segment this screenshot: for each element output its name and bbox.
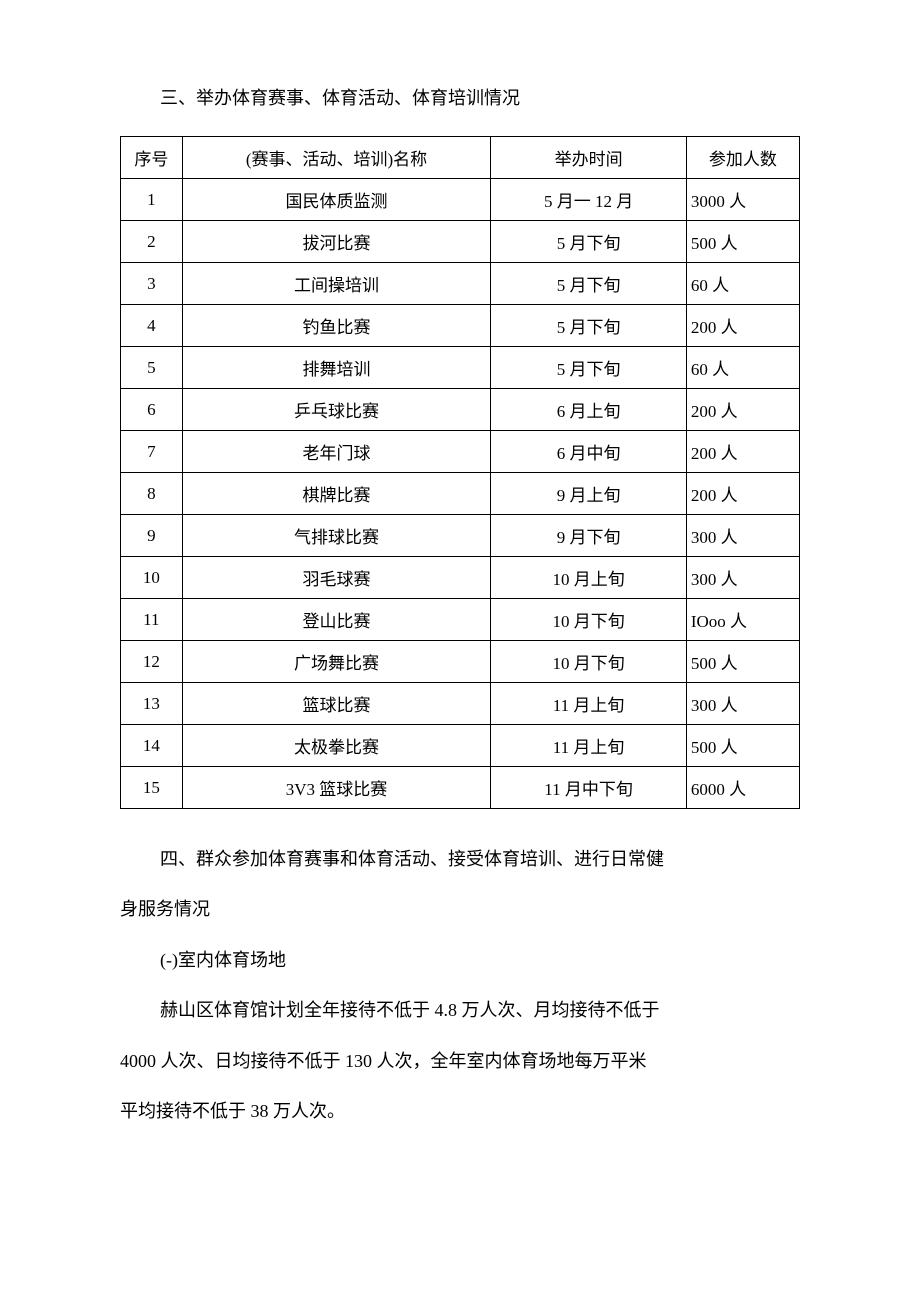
col-header-name: (赛事、活动、培训)名称 [182, 137, 491, 179]
table-cell: 6 [121, 389, 183, 431]
table-cell: 300 人 [686, 515, 799, 557]
section-3-heading: 三、举办体育赛事、体育活动、体育培训情况 [160, 80, 800, 116]
table-row: 2拔河比赛5 月下旬500 人 [121, 221, 800, 263]
table-row: 3工间操培训5 月下旬60 人 [121, 263, 800, 305]
table-row: 1国民体质监测5 月一 12 月3000 人 [121, 179, 800, 221]
table-cell: 2 [121, 221, 183, 263]
table-header-row: 序号 (赛事、活动、培训)名称 举办时间 参加人数 [121, 137, 800, 179]
section-4-para-line1: 赫山区体育馆计划全年接待不低于 4.8 万人次、月均接待不低于 [160, 985, 800, 1035]
table-cell: 300 人 [686, 683, 799, 725]
section-4-sub1: (-)室内体育场地 [160, 935, 800, 985]
table-cell: 500 人 [686, 221, 799, 263]
table-cell: 7 [121, 431, 183, 473]
table-cell: 200 人 [686, 473, 799, 515]
table-row: 14太极拳比赛11 月上旬500 人 [121, 725, 800, 767]
table-cell: 5 月下旬 [491, 263, 686, 305]
table-cell: 11 月上旬 [491, 725, 686, 767]
section-4-para-line2: 4000 人次、日均接待不低于 130 人次，全年室内体育场地每万平米 [120, 1036, 800, 1086]
table-cell: 1 [121, 179, 183, 221]
table-cell: 排舞培训 [182, 347, 491, 389]
table-row: 11登山比赛10 月下旬IOoo 人 [121, 599, 800, 641]
table-cell: 6 月中旬 [491, 431, 686, 473]
table-cell: 10 月下旬 [491, 599, 686, 641]
table-cell: 5 月下旬 [491, 305, 686, 347]
table-cell: 太极拳比赛 [182, 725, 491, 767]
section-4-heading-line2: 身服务情况 [120, 884, 800, 934]
table-cell: 棋牌比赛 [182, 473, 491, 515]
table-row: 12广场舞比赛10 月下旬500 人 [121, 641, 800, 683]
table-cell: 拔河比赛 [182, 221, 491, 263]
table-cell: 乒乓球比赛 [182, 389, 491, 431]
table-cell: 5 月一 12 月 [491, 179, 686, 221]
table-cell: 9 月下旬 [491, 515, 686, 557]
col-header-seq: 序号 [121, 137, 183, 179]
table-cell: 3 [121, 263, 183, 305]
table-cell: 500 人 [686, 641, 799, 683]
table-row: 10羽毛球赛10 月上旬300 人 [121, 557, 800, 599]
table-cell: 12 [121, 641, 183, 683]
section-4-para-line3: 平均接待不低于 38 万人次。 [120, 1086, 800, 1136]
table-cell: 200 人 [686, 431, 799, 473]
table-cell: 5 月下旬 [491, 347, 686, 389]
table-cell: 广场舞比赛 [182, 641, 491, 683]
table-cell: 5 月下旬 [491, 221, 686, 263]
table-row: 5排舞培训5 月下旬60 人 [121, 347, 800, 389]
col-header-time: 举办时间 [491, 137, 686, 179]
table-cell: 11 月中下旬 [491, 767, 686, 809]
table-cell: 6000 人 [686, 767, 799, 809]
table-cell: 200 人 [686, 389, 799, 431]
table-cell: 8 [121, 473, 183, 515]
col-header-count: 参加人数 [686, 137, 799, 179]
table-cell: 5 [121, 347, 183, 389]
table-cell: 羽毛球赛 [182, 557, 491, 599]
table-cell: 200 人 [686, 305, 799, 347]
table-cell: 老年门球 [182, 431, 491, 473]
table-cell: IOoo 人 [686, 599, 799, 641]
table-cell: 4 [121, 305, 183, 347]
table-cell: 9 月上旬 [491, 473, 686, 515]
table-cell: 国民体质监测 [182, 179, 491, 221]
table-cell: 篮球比赛 [182, 683, 491, 725]
table-row: 13篮球比赛11 月上旬300 人 [121, 683, 800, 725]
table-row: 9气排球比赛9 月下旬300 人 [121, 515, 800, 557]
table-cell: 10 [121, 557, 183, 599]
table-cell: 3V3 篮球比赛 [182, 767, 491, 809]
table-cell: 3000 人 [686, 179, 799, 221]
table-cell: 15 [121, 767, 183, 809]
table-cell: 300 人 [686, 557, 799, 599]
table-cell: 钓鱼比赛 [182, 305, 491, 347]
events-table: 序号 (赛事、活动、培训)名称 举办时间 参加人数 1国民体质监测5 月一 12… [120, 136, 800, 809]
table-cell: 60 人 [686, 263, 799, 305]
table-cell: 14 [121, 725, 183, 767]
table-row: 8棋牌比赛9 月上旬200 人 [121, 473, 800, 515]
table-cell: 11 [121, 599, 183, 641]
table-row: 4钓鱼比赛5 月下旬200 人 [121, 305, 800, 347]
table-cell: 9 [121, 515, 183, 557]
table-row: 7老年门球6 月中旬200 人 [121, 431, 800, 473]
table-cell: 气排球比赛 [182, 515, 491, 557]
table-cell: 10 月上旬 [491, 557, 686, 599]
table-row: 6乒乓球比赛6 月上旬200 人 [121, 389, 800, 431]
table-cell: 工间操培训 [182, 263, 491, 305]
table-cell: 6 月上旬 [491, 389, 686, 431]
table-row: 153V3 篮球比赛11 月中下旬6000 人 [121, 767, 800, 809]
table-cell: 11 月上旬 [491, 683, 686, 725]
section-4-heading-line1: 四、群众参加体育赛事和体育活动、接受体育培训、进行日常健 [160, 834, 800, 884]
table-cell: 10 月下旬 [491, 641, 686, 683]
table-cell: 60 人 [686, 347, 799, 389]
table-cell: 登山比赛 [182, 599, 491, 641]
table-cell: 13 [121, 683, 183, 725]
table-cell: 500 人 [686, 725, 799, 767]
